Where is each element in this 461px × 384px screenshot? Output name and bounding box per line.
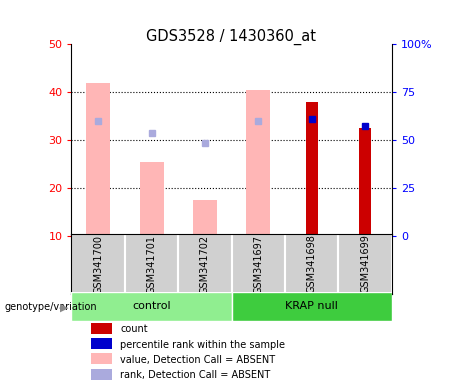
- Text: percentile rank within the sample: percentile rank within the sample: [120, 340, 285, 350]
- Bar: [246, 90, 270, 236]
- Bar: [91, 323, 112, 334]
- Text: GSM341702: GSM341702: [200, 235, 210, 293]
- Text: GSM341701: GSM341701: [147, 235, 157, 293]
- Text: GSM341698: GSM341698: [307, 235, 317, 293]
- Bar: [193, 200, 217, 236]
- Bar: [338, 234, 392, 294]
- Bar: [125, 234, 178, 294]
- Bar: [86, 83, 110, 236]
- Text: value, Detection Call = ABSENT: value, Detection Call = ABSENT: [120, 355, 275, 365]
- Bar: [359, 128, 371, 236]
- Text: GSM341697: GSM341697: [254, 235, 263, 293]
- Bar: [231, 234, 285, 294]
- Bar: [91, 369, 112, 380]
- Bar: [71, 292, 231, 321]
- Text: KRAP null: KRAP null: [285, 301, 338, 311]
- Text: rank, Detection Call = ABSENT: rank, Detection Call = ABSENT: [120, 371, 271, 381]
- Text: ▶: ▶: [60, 302, 68, 312]
- Text: GSM341700: GSM341700: [93, 235, 103, 293]
- Bar: [178, 234, 231, 294]
- Bar: [91, 338, 112, 349]
- Text: count: count: [120, 324, 148, 334]
- Bar: [71, 234, 125, 294]
- Bar: [285, 234, 338, 294]
- Bar: [140, 162, 164, 236]
- Bar: [231, 292, 392, 321]
- Bar: [91, 353, 112, 364]
- Bar: [306, 102, 318, 236]
- Text: control: control: [132, 301, 171, 311]
- Text: genotype/variation: genotype/variation: [5, 302, 97, 312]
- Text: GDS3528 / 1430360_at: GDS3528 / 1430360_at: [146, 28, 315, 45]
- Text: GSM341699: GSM341699: [360, 235, 370, 293]
